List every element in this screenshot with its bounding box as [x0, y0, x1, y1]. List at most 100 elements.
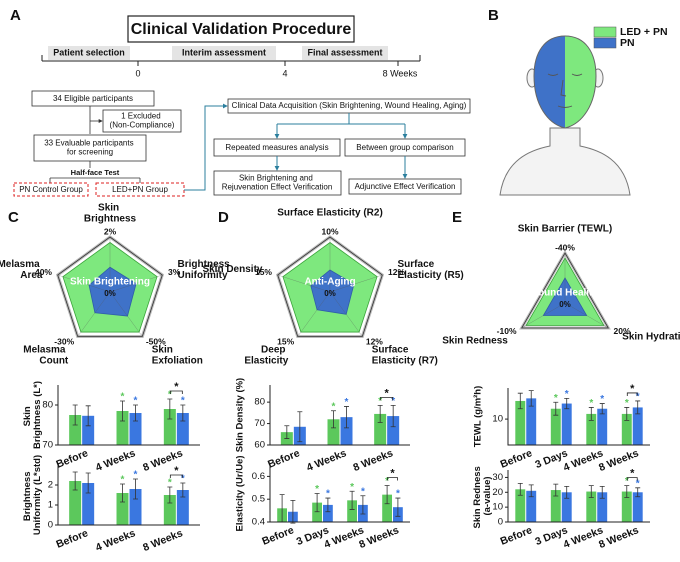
- x-tick-label: Before: [54, 447, 89, 471]
- comparison-marker: *: [385, 387, 390, 399]
- radar-max-label: 2%: [104, 226, 117, 236]
- error-bar: [528, 484, 534, 498]
- y-tick-label: 0.6: [252, 471, 265, 482]
- group-box: [95, 182, 185, 197]
- bar: [116, 493, 129, 525]
- error-bar: [599, 485, 605, 499]
- phase-box: [302, 46, 388, 60]
- radar-max-label: -40%: [555, 242, 575, 252]
- bar: [526, 398, 537, 445]
- radar-axis-name: Surface Elasticity (R7): [372, 344, 438, 366]
- legend-label: LED + PN: [620, 26, 668, 38]
- x-tick-label: 8 Weeks: [141, 527, 184, 554]
- error-bar: [635, 400, 641, 415]
- radar-origin-label: 0%: [104, 289, 116, 298]
- error-bar: [624, 485, 630, 498]
- comparison-bracket: [626, 392, 638, 396]
- significance-marker: *: [600, 394, 604, 405]
- title-box: [127, 15, 355, 43]
- bar: [586, 413, 597, 445]
- error-bar: [85, 405, 91, 427]
- bar: [82, 415, 95, 445]
- legend-label: PN: [620, 37, 635, 49]
- error-bar: [85, 472, 91, 494]
- x-tick-label: Before: [499, 524, 534, 548]
- y-tick-label: 70: [254, 418, 265, 429]
- timeline-label: 4: [282, 68, 287, 78]
- phase: Final assessment: [307, 47, 382, 57]
- radar-max-label: 15%: [277, 336, 294, 346]
- timeline-label: 0: [135, 68, 140, 78]
- bar: [116, 411, 129, 445]
- bar: [69, 415, 82, 445]
- flow-text: 34 Eligible participants: [53, 94, 133, 103]
- bar: [515, 400, 526, 445]
- bar: [176, 413, 189, 445]
- x-tick-label: 4 Weeks: [94, 527, 137, 554]
- face-illustration: [499, 35, 631, 196]
- significance-marker: *: [345, 397, 349, 408]
- error-bar: [528, 390, 534, 407]
- error-bar: [588, 407, 594, 421]
- x-tick-label: 4 Weeks: [305, 447, 348, 474]
- y-axis-label: Skin Density (%): [235, 378, 246, 452]
- radar-max-label: -40%: [32, 267, 52, 277]
- radar-spoke: [57, 274, 111, 293]
- y-tick-label: 0: [498, 517, 503, 528]
- radar-axis-name: Melasma Area: [0, 259, 43, 281]
- comparison-bracket: [169, 474, 183, 478]
- bar: [323, 504, 333, 522]
- radar-axis-name: Surface Elasticity (R5): [398, 259, 464, 281]
- bar: [597, 408, 608, 445]
- y-tick-label: 60: [254, 440, 265, 451]
- error-bar: [325, 497, 331, 513]
- bar: [621, 413, 632, 445]
- significance-marker: *: [589, 398, 593, 409]
- error-bar: [553, 401, 559, 416]
- bar: [632, 407, 643, 445]
- radar-max-label: -10%: [497, 326, 517, 336]
- bar: [515, 489, 526, 522]
- flow-box: [213, 170, 342, 196]
- radar-max-label: -30%: [54, 336, 74, 346]
- radar-area: [310, 269, 355, 315]
- flow-box: [102, 109, 182, 133]
- significance-marker: *: [181, 474, 185, 485]
- y-axis-label: TEWL (g/m²h): [473, 386, 484, 448]
- radar-axis-name: Skin Brightness: [84, 202, 137, 224]
- flow-box: [31, 90, 155, 107]
- error-bar: [588, 485, 594, 498]
- axis-line: [57, 465, 200, 526]
- error-bar: [564, 397, 570, 410]
- y-tick-label: 0.5: [252, 494, 265, 505]
- error-bar: [599, 403, 605, 415]
- y-tick-label: 70: [42, 440, 53, 451]
- radar-spoke: [564, 302, 609, 329]
- flow-line: [49, 177, 141, 183]
- radar-center-label: Anti-Aging: [304, 277, 355, 288]
- x-tick-label: Before: [266, 447, 301, 471]
- radar-max-label: 3%: [168, 267, 181, 277]
- axis-line: [507, 470, 650, 523]
- error-bar: [72, 471, 78, 491]
- error-bar: [72, 404, 78, 426]
- y-tick-label: 80: [254, 397, 265, 408]
- error-bar: [517, 482, 523, 496]
- error-bar: [624, 407, 630, 421]
- error-bar: [517, 392, 523, 410]
- y-tick-label: 30: [492, 472, 503, 483]
- flow-line: [277, 113, 405, 125]
- error-bar: [297, 411, 303, 443]
- radar-area: [88, 266, 137, 317]
- significance-marker: *: [134, 470, 138, 481]
- y-axis-label: Elasticity (Ur/Ue): [235, 455, 246, 531]
- significance-marker: *: [168, 478, 172, 489]
- flow-text: Clinical Data Acquisition (Skin Brighten…: [232, 101, 467, 110]
- phase-box: [172, 46, 276, 60]
- significance-marker: *: [636, 478, 640, 489]
- radar-max-label: 12%: [366, 336, 383, 346]
- error-bar: [133, 478, 138, 500]
- radar-center-label: Wound Healing: [529, 288, 602, 299]
- error-bar: [180, 404, 186, 422]
- panel-label: B: [488, 7, 499, 24]
